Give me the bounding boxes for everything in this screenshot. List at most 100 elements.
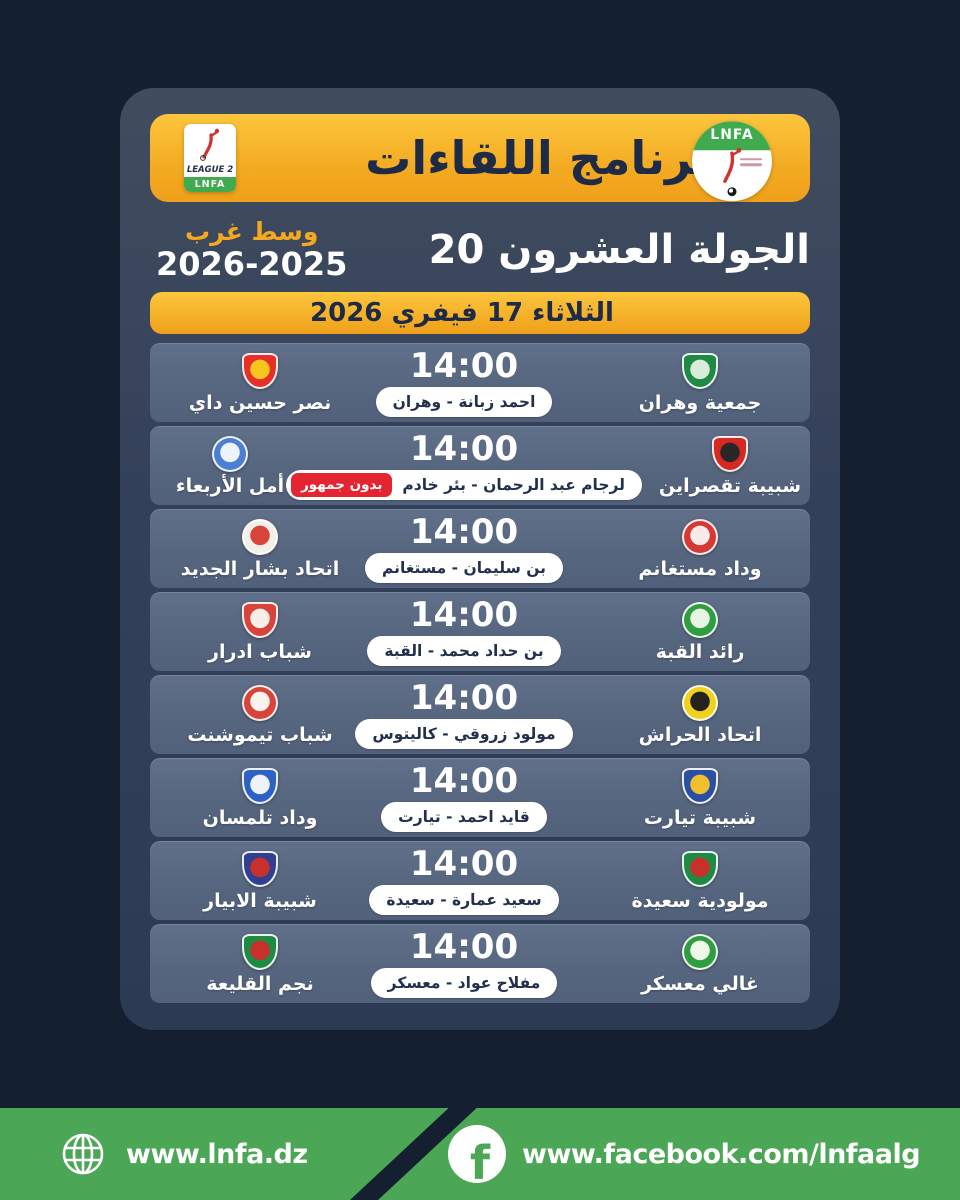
match-row: شبيبة تقصراين 14:00 لرجام عبد الرحمان - … — [150, 426, 810, 505]
away-team: اتحاد بشار الجديد — [158, 509, 362, 588]
match-info: 14:00 بن سليمان - مستغانم — [346, 509, 582, 588]
match-date: الثلاثاء 17 فيفري 2026 — [310, 298, 614, 328]
website-url: www.lnfa.dz — [126, 1138, 308, 1170]
globe-icon — [62, 1133, 104, 1175]
match-info: 14:00 بن حداد محمد - القبة — [346, 592, 582, 671]
away-team-logo-icon — [242, 685, 278, 721]
venue-pill: مولود زروقي - كاليتوس — [355, 718, 573, 749]
kickoff-time: 14:00 — [409, 760, 519, 801]
home-team: اتحاد الحراش — [598, 675, 802, 754]
league2-lnfa-label: LNFA — [184, 177, 236, 192]
match-row: غالي معسكر 14:00 مفلاح عواد - معسكر نجم … — [150, 924, 810, 1003]
away-team: شبيبة الابيار — [158, 841, 362, 920]
facebook-url: www.facebook.com/lnfaalg — [522, 1138, 921, 1170]
away-team-name: اتحاد بشار الجديد — [180, 558, 340, 580]
header-bar: برنامج اللقاءات LEAGUE 2 LNFA LNFA — [150, 114, 810, 202]
home-team-name: وداد مستغانم — [638, 558, 762, 580]
home-team-name: رائد القبة — [655, 641, 745, 663]
venue-stadium: قايد احمد - تيارت — [398, 807, 530, 826]
home-team-logo-icon — [682, 602, 718, 638]
away-team-logo-icon — [242, 934, 278, 970]
home-team: غالي معسكر — [598, 924, 802, 1003]
venue-pill: قايد احمد - تيارت — [381, 801, 547, 832]
match-info: 14:00 مولود زروقي - كاليتوس — [346, 675, 582, 754]
footer-bar: www.lnfa.dz f www.facebook.com/lnfaalg — [0, 1108, 960, 1200]
venue-stadium: مولود زروقي - كاليتوس — [372, 724, 556, 743]
home-team: شبيبة تقصراين — [658, 426, 802, 505]
no-fans-badge: بدون جمهور — [291, 472, 393, 497]
away-team: نصر حسين داي — [158, 343, 362, 422]
away-team-name: شباب تيموشنت — [187, 724, 333, 746]
lnfa-logo: LNFA — [692, 121, 772, 202]
match-info: 14:00 احمد زبانة - وهران — [346, 343, 582, 422]
home-team-logo-icon — [682, 353, 718, 389]
venue-pill: مفلاح عواد - معسكر — [370, 967, 558, 998]
away-team: أمل الأربعاء — [158, 426, 302, 505]
venue-stadium: احمد زبانة - وهران — [392, 392, 536, 411]
venue-pill: احمد زبانة - وهران — [375, 386, 553, 417]
round-title: الجولة العشرون 20 — [428, 227, 810, 273]
venue-pill: بن حداد محمد - القبة — [367, 635, 561, 666]
home-team-logo-icon — [682, 934, 718, 970]
venue-stadium: سعيد عمارة - سعيدة — [386, 890, 542, 909]
away-team-logo-icon — [242, 768, 278, 804]
match-row: شبيبة تيارت 14:00 قايد احمد - تيارت وداد… — [150, 758, 810, 837]
venue-stadium: بن حداد محمد - القبة — [384, 641, 544, 660]
away-team-logo-icon — [242, 519, 278, 555]
home-team-name: اتحاد الحراش — [638, 724, 762, 746]
away-team-logo-icon — [242, 353, 278, 389]
home-team-logo-icon — [682, 685, 718, 721]
subheader: الجولة العشرون 20 وسط غرب 2026-2025 — [150, 212, 810, 288]
date-bar: الثلاثاء 17 فيفري 2026 — [150, 292, 810, 334]
away-team-name: شبيبة الابيار — [203, 890, 317, 912]
away-team: شباب تيموشنت — [158, 675, 362, 754]
venue-stadium: مفلاح عواد - معسكر — [387, 973, 541, 992]
season-label: 2026-2025 — [156, 244, 348, 283]
venue-pill: سعيد عمارة - سعيدة — [369, 884, 559, 915]
home-team: شبيبة تيارت — [598, 758, 802, 837]
region-label: وسط غرب — [185, 217, 319, 247]
away-team-logo-icon — [212, 436, 248, 472]
away-team: وداد تلمسان — [158, 758, 362, 837]
match-row: جمعية وهران 14:00 احمد زبانة - وهران نصر… — [150, 343, 810, 422]
home-team: وداد مستغانم — [598, 509, 802, 588]
match-list: جمعية وهران 14:00 احمد زبانة - وهران نصر… — [150, 343, 810, 1003]
home-team-name: مولودية سعيدة — [631, 890, 769, 912]
league2-badge: LEAGUE 2 LNFA — [184, 124, 236, 192]
kickoff-time: 14:00 — [409, 594, 519, 635]
home-team: جمعية وهران — [598, 343, 802, 422]
lnfa-logo-label: LNFA — [692, 121, 772, 150]
lnfa-player-icon — [723, 147, 742, 183]
away-team-logo-icon — [242, 602, 278, 638]
away-team-name: أمل الأربعاء — [175, 475, 285, 497]
home-team-logo-icon — [682, 768, 718, 804]
away-team: نجم القليعة — [158, 924, 362, 1003]
match-info: 14:00 سعيد عمارة - سعيدة — [346, 841, 582, 920]
home-team-name: جمعية وهران — [638, 392, 762, 414]
away-team-name: نصر حسين داي — [188, 392, 332, 414]
venue-stadium: بن سليمان - مستغانم — [382, 558, 546, 577]
kickoff-time: 14:00 — [409, 345, 519, 386]
home-team-name: شبيبة تيارت — [643, 807, 757, 829]
match-row: رائد القبة 14:00 بن حداد محمد - القبة شب… — [150, 592, 810, 671]
website-link[interactable]: www.lnfa.dz — [60, 1108, 308, 1200]
kickoff-time: 14:00 — [409, 926, 519, 967]
fixtures-card: برنامج اللقاءات LEAGUE 2 LNFA LNFA الجول… — [120, 88, 840, 1030]
home-team-logo-icon — [712, 436, 748, 472]
kickoff-time: 14:00 — [409, 843, 519, 884]
home-team: رائد القبة — [598, 592, 802, 671]
venue-pill: بن سليمان - مستغانم — [365, 552, 563, 583]
kickoff-time: 14:00 — [409, 677, 519, 718]
facebook-link[interactable]: f www.facebook.com/lnfaalg — [448, 1108, 921, 1200]
league2-label: LEAGUE 2 — [186, 165, 234, 175]
match-row: اتحاد الحراش 14:00 مولود زروقي - كاليتوس… — [150, 675, 810, 754]
away-team-name: وداد تلمسان — [202, 807, 318, 829]
match-info: 14:00 لرجام عبد الرحمان - بئر خادم بدون … — [286, 426, 642, 505]
venue-stadium: لرجام عبد الرحمان - بئر خادم — [402, 475, 625, 494]
season-block: وسط غرب 2026-2025 — [150, 217, 348, 283]
lnfa-arabic-textlines — [740, 157, 762, 166]
football-icon — [727, 187, 737, 197]
away-team-logo-icon — [242, 851, 278, 887]
home-team: مولودية سعيدة — [598, 841, 802, 920]
